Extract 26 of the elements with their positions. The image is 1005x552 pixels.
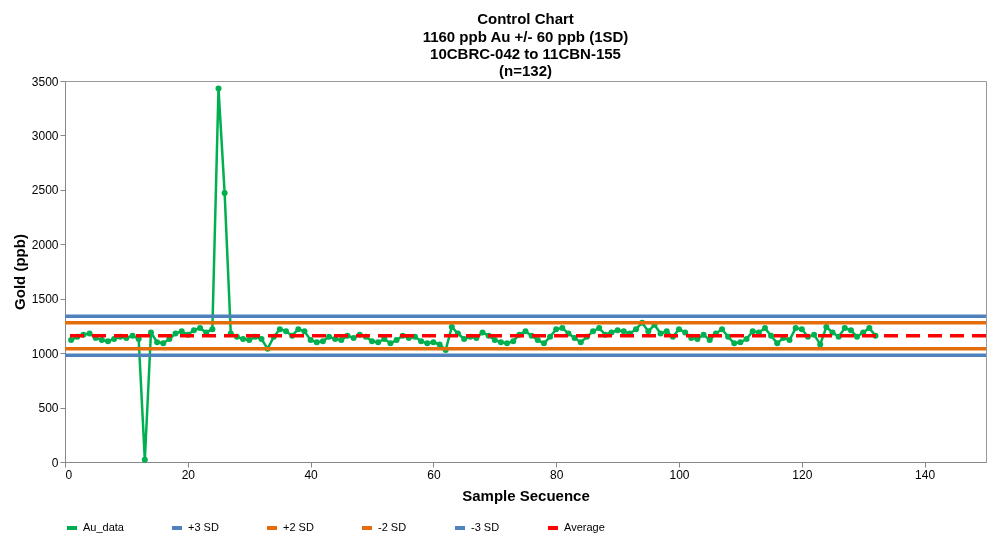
legend-label: -2 SD [378, 521, 407, 533]
y-tick-label: 2000 [31, 237, 59, 252]
chart-subtitle: 1160 ppb Au +/- 60 ppb (1SD) 10CBRC-042 to 11CBN-155 (n=132) [422, 28, 629, 79]
chart-title: Control Chart [477, 10, 574, 27]
y-tick-label: 3000 [31, 128, 59, 143]
x-tick-label: 0 [65, 467, 73, 482]
y-tick-label: 2500 [31, 183, 59, 198]
legend-label: Au_data [83, 521, 125, 533]
x-tick-label: 80 [550, 467, 564, 482]
x-tick-label: 140 [915, 467, 936, 482]
y-tick-label: 3500 [31, 74, 59, 89]
legend-label: Average [564, 521, 605, 533]
y-axis-title: Gold (ppb) [10, 234, 28, 310]
legend-label: -3 SD [471, 521, 500, 533]
x-tick-label: 100 [669, 467, 690, 482]
x-axis-title: Sample Secuence [462, 486, 590, 504]
x-tick-label: 20 [181, 467, 196, 482]
x-tick-label: 40 [304, 467, 319, 482]
legend-label: +2 SD [283, 521, 314, 533]
y-tick-label: 1500 [31, 292, 59, 307]
y-tick-label: 500 [38, 401, 59, 416]
x-tick-label: 60 [427, 467, 441, 482]
y-tick-label: 1000 [31, 346, 59, 361]
legend-label: +3 SD [188, 521, 219, 533]
y-tick-label: 0 [51, 455, 59, 470]
x-tick-label: 120 [792, 467, 813, 482]
